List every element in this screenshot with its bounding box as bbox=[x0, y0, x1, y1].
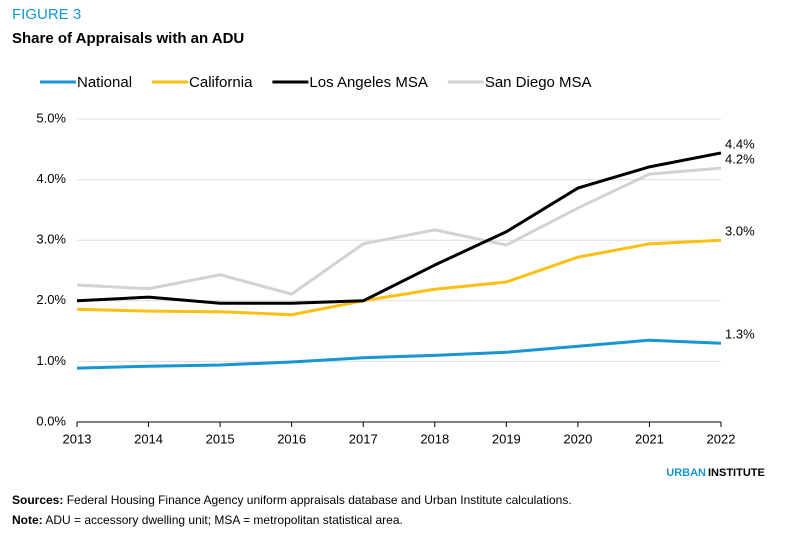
sources-label: Sources: bbox=[12, 493, 63, 507]
value-label: 4.4% bbox=[725, 136, 755, 151]
series-line bbox=[76, 338, 722, 370]
y-tick-label: 4.0% bbox=[36, 171, 66, 186]
legend-label: Los Angeles MSA bbox=[309, 74, 427, 91]
value-label: 1.3% bbox=[725, 327, 755, 342]
note: Note: ADU = accessory dwelling unit; MSA… bbox=[12, 513, 403, 527]
figure-label: FIGURE 3 bbox=[12, 6, 81, 23]
x-tick-label: 2015 bbox=[206, 431, 235, 446]
value-label: 3.0% bbox=[725, 224, 755, 239]
sources: Sources: Federal Housing Finance Agency … bbox=[12, 493, 572, 507]
series-line bbox=[76, 238, 722, 317]
series-line bbox=[76, 166, 722, 296]
x-tick-label: 2013 bbox=[63, 431, 92, 446]
y-tick-label: 2.0% bbox=[36, 292, 66, 307]
note-label: Note: bbox=[12, 513, 43, 527]
x-tick-label: 2016 bbox=[277, 431, 306, 446]
y-tick-label: 3.0% bbox=[36, 232, 66, 247]
sources-text: Federal Housing Finance Agency uniform a… bbox=[67, 493, 572, 507]
y-tick-label: 0.0% bbox=[36, 413, 66, 428]
x-tick-label: 2014 bbox=[134, 431, 163, 446]
x-tick-label: 2021 bbox=[635, 431, 664, 446]
y-tick-label: 1.0% bbox=[36, 353, 66, 368]
chart-title: Share of Appraisals with an ADU bbox=[12, 30, 244, 47]
x-tick-label: 2022 bbox=[707, 431, 736, 446]
y-tick-label: 5.0% bbox=[36, 110, 66, 125]
brand-institute: INSTITUTE bbox=[708, 467, 765, 479]
legend-label: National bbox=[77, 74, 132, 91]
value-label: 4.2% bbox=[725, 152, 755, 167]
x-tick-label: 2017 bbox=[349, 431, 378, 446]
x-tick-label: 2020 bbox=[563, 431, 592, 446]
brand-urban: URBAN bbox=[666, 467, 706, 479]
x-tick-label: 2019 bbox=[492, 431, 521, 446]
legend-label: California bbox=[189, 74, 253, 91]
legend-label: San Diego MSA bbox=[485, 74, 592, 91]
x-tick-label: 2018 bbox=[420, 431, 449, 446]
note-text: ADU = accessory dwelling unit; MSA = met… bbox=[45, 513, 403, 527]
series-line bbox=[76, 151, 722, 305]
